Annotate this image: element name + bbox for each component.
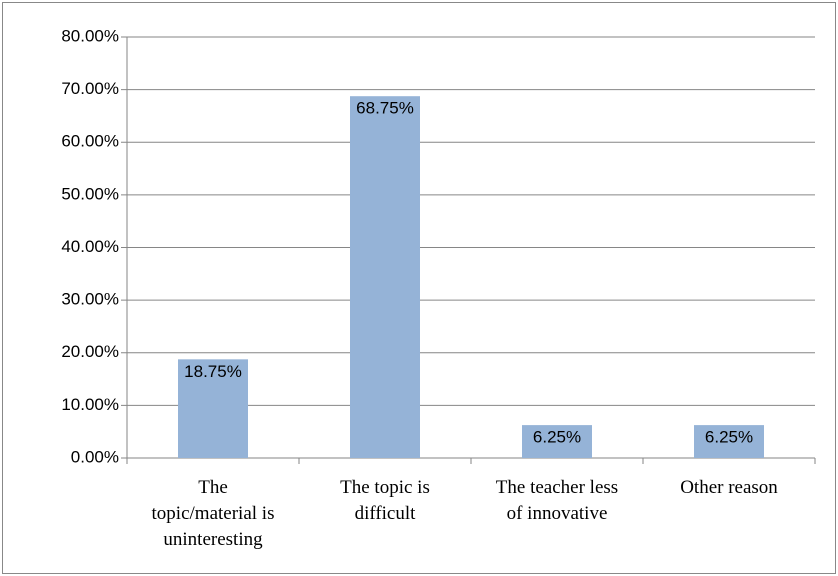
bar: [522, 425, 592, 458]
x-tick-label: The topic is difficult: [340, 477, 430, 524]
bar: [178, 359, 248, 458]
y-tick-label: 30.00%: [61, 290, 119, 309]
y-tick-label: 50.00%: [61, 184, 119, 203]
x-tick-label: Other reason: [680, 477, 778, 498]
y-tick-label: 40.00%: [61, 237, 119, 256]
data-label: 68.75%: [356, 99, 414, 118]
y-tick-label: 20.00%: [61, 342, 119, 361]
y-tick-label: 10.00%: [61, 395, 119, 414]
data-label: 18.75%: [184, 362, 242, 381]
data-label: 6.25%: [533, 428, 581, 447]
x-tick-label: The topic/material is uninteresting: [151, 477, 275, 550]
bar: [350, 96, 420, 458]
x-tick-label: The teacher less of innovative: [495, 477, 619, 524]
y-tick-label: 80.00%: [61, 26, 119, 45]
y-tick-label: 0.00%: [71, 447, 119, 466]
y-tick-label: 60.00%: [61, 132, 119, 151]
bar: [694, 425, 764, 458]
y-tick-label: 70.00%: [61, 79, 119, 98]
data-label: 6.25%: [705, 428, 753, 447]
